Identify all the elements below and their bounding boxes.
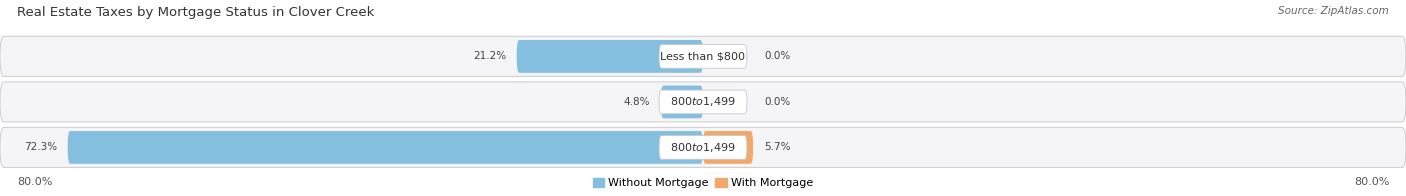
Text: 4.8%: 4.8% [624, 97, 650, 107]
FancyBboxPatch shape [659, 44, 747, 68]
Text: 5.7%: 5.7% [765, 142, 792, 152]
FancyBboxPatch shape [0, 127, 1406, 167]
Text: 72.3%: 72.3% [24, 142, 58, 152]
Text: Less than $800: Less than $800 [661, 51, 745, 61]
Text: 80.0%: 80.0% [17, 177, 52, 187]
FancyBboxPatch shape [517, 40, 703, 73]
FancyBboxPatch shape [703, 131, 754, 164]
FancyBboxPatch shape [659, 136, 747, 159]
FancyBboxPatch shape [0, 36, 1406, 76]
FancyBboxPatch shape [0, 82, 1406, 122]
Text: Real Estate Taxes by Mortgage Status in Clover Creek: Real Estate Taxes by Mortgage Status in … [17, 6, 374, 19]
Text: 80.0%: 80.0% [1354, 177, 1389, 187]
FancyBboxPatch shape [659, 90, 747, 114]
Text: 21.2%: 21.2% [472, 51, 506, 61]
Text: Source: ZipAtlas.com: Source: ZipAtlas.com [1278, 6, 1389, 16]
Legend: Without Mortgage, With Mortgage: Without Mortgage, With Mortgage [593, 178, 813, 189]
Text: $800 to $1,499: $800 to $1,499 [671, 141, 735, 154]
Text: $800 to $1,499: $800 to $1,499 [671, 95, 735, 108]
FancyBboxPatch shape [67, 131, 703, 164]
Text: 0.0%: 0.0% [765, 51, 790, 61]
Text: 0.0%: 0.0% [765, 97, 790, 107]
FancyBboxPatch shape [661, 85, 703, 118]
